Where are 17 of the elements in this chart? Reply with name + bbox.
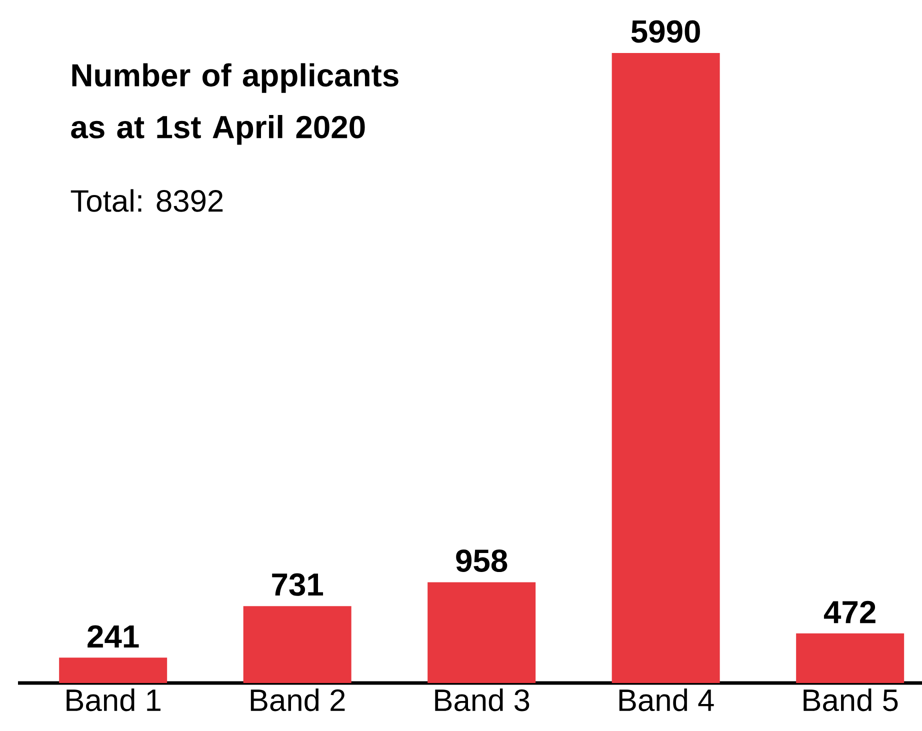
x-tick-label: Band 4: [619, 688, 714, 712]
annotation: Total: 8392: [70, 189, 223, 212]
data-label: 731: [272, 573, 324, 596]
text: Number of applicants as at 1st April 2020: [71, 63, 398, 145]
data-label: 241: [88, 625, 139, 648]
data-label: 958: [456, 549, 508, 572]
bar: [796, 633, 904, 683]
x-tick-label: Band 3: [435, 688, 530, 712]
bar: [428, 582, 536, 683]
x-tick-label: Band 2: [250, 688, 345, 712]
data-label: 5990: [631, 20, 700, 43]
bar: [612, 52, 720, 683]
x-tick-label: Band 1: [66, 688, 160, 712]
bar: [59, 658, 168, 683]
bar: [243, 606, 352, 683]
data-label: 472: [824, 600, 876, 624]
x-tick-label: Band 5: [804, 688, 898, 712]
